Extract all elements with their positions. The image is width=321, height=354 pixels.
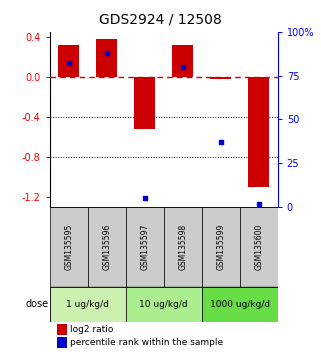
Bar <box>172 45 193 77</box>
Bar <box>126 207 164 287</box>
Bar <box>248 77 269 187</box>
Bar <box>134 77 155 129</box>
Bar <box>210 77 231 79</box>
Bar <box>50 287 126 322</box>
Bar <box>202 207 240 287</box>
Text: GSM135598: GSM135598 <box>178 224 187 270</box>
Bar <box>96 39 117 77</box>
Bar <box>56 324 67 335</box>
Bar <box>164 207 202 287</box>
Text: GSM135596: GSM135596 <box>102 224 111 270</box>
Text: 1 ug/kg/d: 1 ug/kg/d <box>66 300 109 309</box>
Bar <box>88 207 126 287</box>
Bar <box>240 207 278 287</box>
Bar <box>56 337 67 348</box>
Text: GSM135597: GSM135597 <box>140 224 149 270</box>
Text: 1000 ug/kg/d: 1000 ug/kg/d <box>210 300 270 309</box>
Point <box>256 201 261 206</box>
Bar <box>126 287 202 322</box>
Point <box>66 61 71 66</box>
Point <box>180 64 185 70</box>
Text: log2 ratio: log2 ratio <box>70 325 114 334</box>
Text: dose: dose <box>26 299 49 309</box>
Point <box>104 50 109 56</box>
Text: GSM135595: GSM135595 <box>64 224 73 270</box>
Bar <box>50 207 88 287</box>
Text: GSM135599: GSM135599 <box>216 224 225 270</box>
Text: 10 ug/kg/d: 10 ug/kg/d <box>139 300 188 309</box>
Point <box>142 195 147 201</box>
Point <box>218 139 223 145</box>
Text: percentile rank within the sample: percentile rank within the sample <box>70 338 223 347</box>
Text: GDS2924 / 12508: GDS2924 / 12508 <box>99 12 222 27</box>
Bar <box>58 45 79 77</box>
Text: GSM135600: GSM135600 <box>254 224 263 270</box>
Bar <box>202 287 278 322</box>
